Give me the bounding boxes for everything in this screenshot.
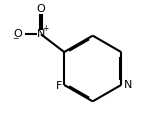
Text: N: N — [124, 80, 132, 90]
Text: O: O — [13, 29, 22, 38]
Text: F: F — [55, 81, 62, 91]
Text: N: N — [37, 29, 45, 38]
Text: O: O — [36, 4, 45, 14]
Text: +: + — [42, 24, 49, 33]
Text: −: − — [12, 35, 18, 44]
